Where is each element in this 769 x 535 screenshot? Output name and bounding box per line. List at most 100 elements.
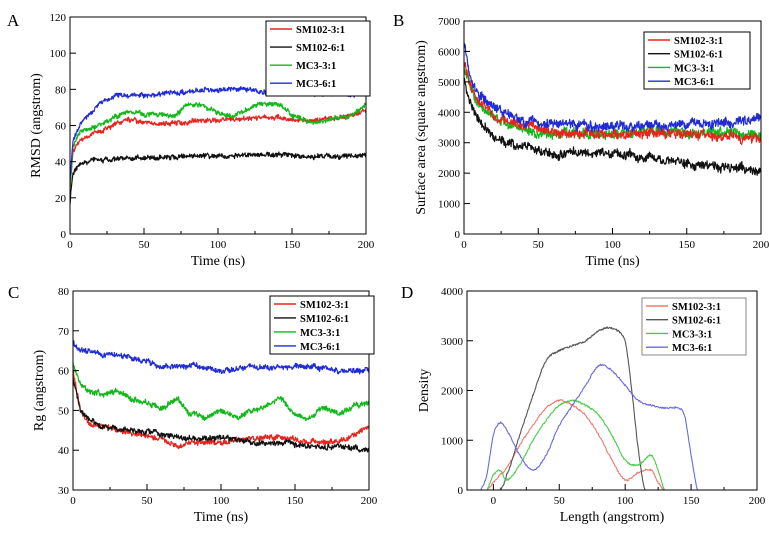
- y-axis-label: Surface area (square angstrom): [414, 40, 429, 215]
- series-line-sm102-3-1: [464, 61, 761, 146]
- legend-entry: SM102-6:1: [672, 316, 721, 327]
- legend-entry: MC3-3:1: [300, 328, 340, 339]
- x-tick-label: 0: [461, 239, 467, 251]
- series-line-sm102-6-1: [499, 326, 646, 490]
- y-tick-label: 0: [458, 485, 464, 497]
- x-tick-label: 100: [604, 239, 621, 251]
- y-tick-label: 6000: [438, 46, 461, 58]
- legend: SM102-3:1 SM102-6:1 MC3-3:1 MC3-6:1: [643, 31, 751, 90]
- y-tick-label: 7000: [438, 16, 461, 28]
- y-tick-label: 80: [55, 84, 67, 96]
- series-group: [73, 340, 369, 453]
- y-axis-label: Density: [417, 369, 432, 413]
- series-line-sm102-6-1: [73, 378, 369, 453]
- y-tick-label: 1000: [441, 435, 464, 447]
- x-tick-label: 0: [491, 495, 497, 507]
- y-tick-label: 80: [58, 286, 70, 298]
- panel-c: C 0 50 100 150 200 30 40 50 60 70 80 Time (ns) Rg (an…: [8, 283, 378, 525]
- panel-a: A 0 50 100 150 200 0 20 40 60 80 100 120 Time (ns) RMS…: [7, 11, 375, 269]
- legend-box: [641, 297, 747, 356]
- legend-box: [643, 31, 751, 90]
- x-tick-label: 200: [749, 495, 766, 507]
- x-tick-label: 0: [70, 495, 76, 507]
- legend-entry: MC3-6:1: [672, 343, 712, 354]
- y-tick-label: 60: [58, 366, 70, 378]
- panel-label: D: [401, 283, 413, 302]
- y-axis-label: Rg (angstrom): [32, 350, 47, 432]
- x-tick-label: 150: [287, 495, 304, 507]
- legend-entry: SM102-6:1: [300, 314, 349, 325]
- x-tick-label: 50: [139, 239, 151, 251]
- series-group: [70, 85, 366, 205]
- y-tick-label: 40: [58, 445, 70, 457]
- legend-entry: SM102-3:1: [296, 25, 345, 36]
- x-axis-label: Time (ns): [585, 254, 640, 269]
- series-line-sm102-6-1: [464, 77, 761, 176]
- panel-label: A: [7, 11, 20, 30]
- series-line-mc3-6-1: [70, 85, 366, 180]
- x-tick-label: 200: [753, 239, 769, 251]
- y-tick-label: 3000: [441, 336, 464, 348]
- legend-entry: MC3-6:1: [674, 77, 714, 88]
- legend-entry: SM102-6:1: [296, 43, 345, 54]
- x-axis-label: Time (ns): [194, 510, 249, 525]
- y-tick-label: 120: [50, 12, 67, 24]
- x-tick-label: 0: [67, 239, 73, 251]
- x-tick-label: 50: [142, 495, 154, 507]
- series-line-sm102-3-1: [73, 368, 369, 450]
- legend-entry: MC3-3:1: [672, 329, 712, 340]
- x-tick-label: 150: [284, 239, 301, 251]
- y-tick-label: 40: [55, 157, 67, 169]
- legend: SM102-3:1 SM102-6:1 MC3-3:1 MC3-6:1: [269, 295, 375, 355]
- legend-entry: SM102-3:1: [674, 36, 723, 47]
- y-tick-label: 20: [55, 193, 67, 205]
- x-tick-label: 100: [213, 495, 230, 507]
- y-tick-label: 0: [455, 229, 461, 241]
- x-tick-label: 150: [679, 239, 696, 251]
- y-tick-label: 50: [58, 405, 70, 417]
- y-tick-label: 5000: [438, 77, 461, 89]
- y-tick-label: 3000: [438, 138, 461, 150]
- x-tick-label: 100: [617, 495, 634, 507]
- x-axis-label: Length (angstrom): [560, 510, 665, 525]
- y-tick-label: 4000: [438, 107, 461, 119]
- y-tick-label: 1000: [438, 199, 461, 211]
- y-tick-label: 100: [50, 48, 67, 60]
- legend-entry: SM102-6:1: [674, 50, 723, 61]
- series-line-mc3-6-1: [480, 363, 699, 490]
- series-line-sm102-6-1: [70, 151, 366, 205]
- legend-entry: MC3-3:1: [674, 63, 714, 74]
- series-line-sm102-3-1: [486, 399, 666, 490]
- panel-b: B0 50 100 150 200010002000300040005000600070…: [393, 11, 769, 269]
- legend-entry: MC3-6:1: [300, 342, 340, 353]
- panel-label: B: [393, 11, 404, 30]
- y-tick-label: 4000: [441, 286, 464, 298]
- y-tick-label: 60: [55, 121, 67, 133]
- y-tick-label: 70: [58, 326, 70, 338]
- series-line-mc3-3-1: [464, 63, 761, 141]
- legend-entry: MC3-6:1: [296, 79, 336, 90]
- series-group: [480, 326, 699, 490]
- y-tick-label: 2000: [441, 386, 464, 398]
- legend-entry: MC3-3:1: [296, 61, 336, 72]
- y-tick-label: 0: [61, 229, 67, 241]
- x-tick-label: 50: [554, 495, 566, 507]
- legend-box: [269, 295, 375, 355]
- series-line-mc3-6-1: [464, 42, 761, 133]
- y-axis-label: RMSD (angstrom): [29, 73, 44, 178]
- x-tick-label: 50: [533, 239, 545, 251]
- series-line-mc3-6-1: [73, 340, 369, 375]
- x-axis-label: Time (ns): [191, 254, 246, 269]
- series-group: [464, 42, 761, 176]
- series-line-mc3-3-1: [70, 101, 366, 191]
- legend-entry: SM102-3:1: [300, 300, 349, 311]
- x-tick-label: 100: [210, 239, 227, 251]
- x-tick-label: 200: [358, 239, 375, 251]
- legend: SM102-3:1 SM102-6:1 MC3-3:1 MC3-6:1: [265, 20, 371, 97]
- y-tick-label: 30: [58, 485, 70, 497]
- panel-label: C: [8, 283, 19, 302]
- legend-entry: SM102-3:1: [672, 302, 721, 313]
- x-tick-label: 200: [361, 495, 378, 507]
- y-tick-label: 2000: [438, 168, 461, 180]
